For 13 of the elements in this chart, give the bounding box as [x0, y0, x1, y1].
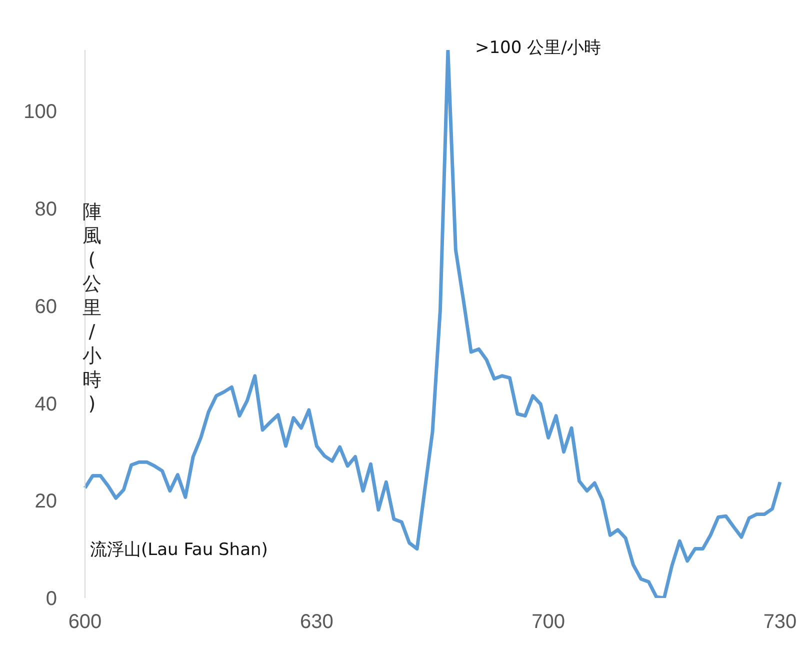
y-tick-label: 0	[46, 588, 57, 610]
x-tick-label: 730	[763, 611, 797, 634]
y-tick-label: 40	[34, 393, 57, 416]
y-tick-label: 20	[34, 490, 57, 513]
y-tick-label: 80	[34, 198, 57, 220]
x-tick-label: 630	[300, 611, 334, 634]
annotation: >100 公里/小時	[475, 37, 601, 59]
annotation: 流浮山(Lau Fau Shan)	[90, 539, 268, 561]
x-tick-label: 700	[532, 611, 566, 634]
y-tick-label: 60	[34, 296, 57, 318]
text: 陣風(公里/小時)	[82, 201, 102, 415]
x-tick-label: 600	[68, 611, 102, 634]
y-tick-label: 100	[24, 100, 57, 123]
